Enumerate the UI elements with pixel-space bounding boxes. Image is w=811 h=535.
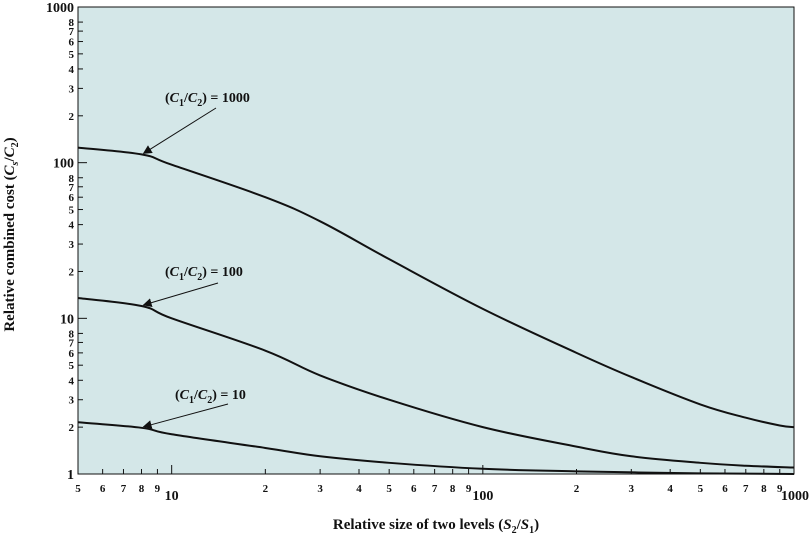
annotation-c1c2-100-arrow [142,282,219,308]
y-tick-label: 6 [69,192,75,204]
plot-area [78,7,794,474]
x-tick-label: 2 [263,483,269,495]
x-tick-label: 4 [667,483,673,495]
x-tick-label: 6 [722,483,728,495]
x-tick-label: 6 [411,483,417,495]
annotation-c1c2-10-arrow [142,403,229,430]
x-tick-label: 8 [761,483,767,495]
x-tick-label: 6 [100,483,106,495]
x-tick-label: 9 [155,483,161,495]
y-tick-label: 6 [69,37,75,49]
x-tick-label-major: 100 [472,489,493,504]
x-tick-label: 5 [386,483,392,495]
y-tick-label: 6 [69,348,75,360]
x-tick-label: 9 [466,483,472,495]
plot-frame [77,6,795,475]
y-tick-label: 5 [69,49,75,61]
y-tick-label-major: 10 [60,312,74,327]
y-axis-title: Relative combined cost (Cs/C2) [2,137,21,331]
y-tick-label: 3 [69,239,75,251]
x-tick-label: 9 [777,483,783,495]
x-tick-label: 7 [121,483,127,495]
x-tick-label: 2 [574,483,580,495]
x-tick-label: 5 [75,483,81,495]
x-tick-label-major: 10 [165,489,179,504]
y-tick-label: 8 [69,173,75,185]
x-tick-label: 4 [356,483,362,495]
y-tick-label: 2 [69,266,75,278]
y-tick-label-major: 1000 [46,1,74,16]
annotation-c1c2-1000: (C1/C2) = 1000 [165,91,250,109]
y-tick-label: 4 [69,375,75,387]
y-tick-label: 8 [69,328,75,340]
y-tick-label: 2 [69,422,75,434]
annotation-c1c2-100: (C1/C2) = 100 [165,265,243,283]
x-tick-label: 5 [698,483,704,495]
x-axis: 5 6 7 8 9 2 3 4 5 6 7 8 9 2 3 4 5 6 7 8 910 100 1000 [75,465,809,504]
y-tick-label: 5 [69,360,75,372]
y-tick-label: 4 [69,64,75,76]
annotation-c1c2-10: (C1/C2) = 10 [175,388,246,406]
y-tick-label: 8 [69,17,75,29]
x-tick-label: 3 [317,483,323,495]
series-line-c1c2-100 [77,297,795,469]
y-tick-label: 2 [69,111,75,123]
y-tick-label: 7 [69,26,75,38]
y-tick-label: 7 [69,337,75,349]
y-tick-label: 7 [69,182,75,194]
series-line-c1c2-10 [77,421,795,475]
x-tick-label: 3 [629,483,635,495]
series-line-c1c2-1000 [77,146,795,429]
series-lines [77,146,795,475]
y-tick-label: 3 [69,395,75,407]
y-tick-label: 5 [69,205,75,217]
y-tick-label: 3 [69,83,75,95]
y-tick-label-major: 100 [53,157,74,172]
x-tick-label-major: 1000 [781,489,809,504]
x-tick-label: 7 [743,483,749,495]
y-tick-label-major: 1 [67,468,74,483]
y-tick-label: 4 [69,220,75,232]
x-axis-title: Relative size of two levels (S2/S1) [333,517,539,535]
annotations: (C1/C2) = 1000 (C1/C2) = 100 (C1/C2) = 10 [142,91,250,430]
x-tick-label: 7 [432,483,438,495]
x-tick-label: 8 [139,483,145,495]
x-tick-label: 8 [450,483,456,495]
annotation-c1c2-1000-arrow [142,107,217,154]
